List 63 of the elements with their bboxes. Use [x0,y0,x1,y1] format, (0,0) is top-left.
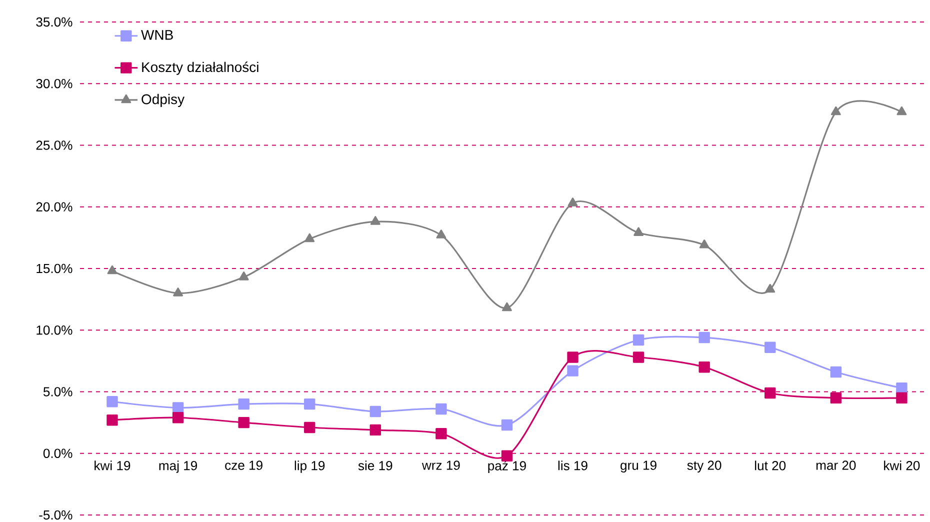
point [634,227,644,236]
point [568,198,578,206]
x-tick-label: mar 20 [816,460,856,470]
point [896,392,908,404]
point [370,406,381,418]
point [502,302,512,312]
point [238,398,250,410]
point [304,398,316,410]
point [238,416,250,428]
point [698,362,710,373]
point [501,419,513,431]
legend-label: Odpisy [142,94,185,107]
y-tick-label: 10.0% [36,326,72,335]
y-tick-label: 20.0% [36,202,72,212]
point [699,239,710,248]
x-tick-label: sty 20 [687,460,722,473]
legend-label: Koszty działalności [142,62,258,75]
point [238,272,249,280]
x-tick-label: wrz 19 [422,460,460,470]
point [436,230,446,238]
point [830,366,842,378]
point [304,422,316,434]
x-tick-label: maj 19 [159,460,198,473]
point [632,352,644,363]
x-tick-label: cze 19 [225,460,262,470]
y-tick-label: 15.0% [36,264,72,274]
y-tick-label: 35.0% [36,17,72,27]
x-tick-label: lis 19 [558,460,588,470]
point [896,106,907,116]
x-tick-label: paź 19 [488,460,526,474]
point [436,403,447,415]
x-tick-label: gru 19 [620,460,656,473]
x-tick-label: sie 19 [358,460,392,470]
point [370,216,380,225]
point [896,382,908,394]
point [765,284,776,293]
y-tick-label: -5.0% [39,510,72,520]
point [830,392,842,404]
point [173,288,183,296]
x-tick-label: kwi 19 [94,460,130,470]
point [830,106,841,116]
y-tick-label: 0.0% [43,448,72,458]
point [501,450,513,462]
point [698,332,710,344]
x-tick-label: kwi 20 [884,460,920,470]
point [567,352,578,363]
y-tick-label: 5.0% [43,387,72,396]
x-tick-label: lut 20 [755,460,786,470]
legend-label: WNB [141,30,173,40]
point [304,233,315,242]
point [632,334,644,346]
point [107,265,118,274]
point [370,424,381,436]
point [106,414,118,426]
point [764,342,776,353]
y-tick-label: 25.0% [36,140,72,150]
point [106,396,118,408]
point [172,412,184,424]
point [567,365,578,376]
y-tick-label: 30.0% [36,79,72,88]
point [764,387,776,399]
point [436,428,447,440]
x-tick-label: lip 19 [294,460,325,473]
